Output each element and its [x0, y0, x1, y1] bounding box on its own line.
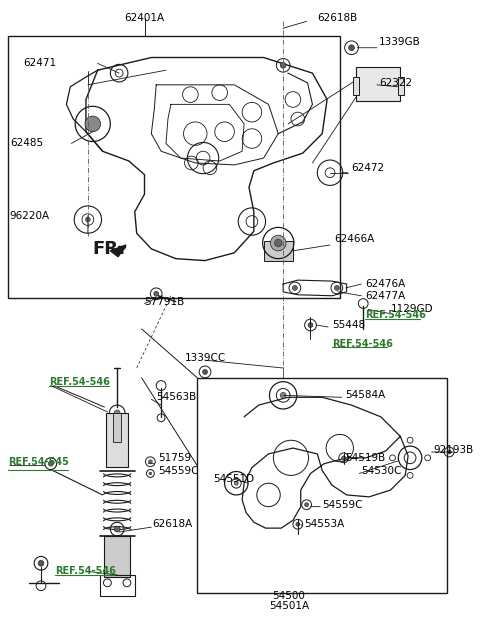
Circle shape: [234, 481, 238, 485]
Bar: [105, 536, 130, 577]
Text: 62477A: 62477A: [365, 291, 406, 301]
Text: REF.54-546: REF.54-546: [365, 310, 426, 320]
Text: 54530C: 54530C: [361, 467, 402, 477]
Text: 54551D: 54551D: [213, 474, 254, 484]
Text: 62322: 62322: [379, 78, 412, 88]
Bar: [356, 67, 400, 102]
Text: 1339CC: 1339CC: [184, 353, 226, 363]
Text: 62472: 62472: [351, 163, 384, 173]
Text: 54559C: 54559C: [158, 467, 199, 477]
Circle shape: [85, 217, 90, 222]
Text: 92193B: 92193B: [433, 445, 474, 455]
Text: 54559C: 54559C: [322, 500, 363, 509]
Text: 62466A: 62466A: [334, 234, 374, 244]
Text: 62401A: 62401A: [124, 14, 165, 24]
Text: 62471: 62471: [24, 58, 57, 68]
Text: REF.54-546: REF.54-546: [55, 566, 116, 576]
Circle shape: [342, 456, 346, 460]
Text: 62618A: 62618A: [152, 519, 192, 529]
Circle shape: [270, 235, 286, 251]
Text: 62476A: 62476A: [365, 279, 406, 289]
Circle shape: [149, 472, 152, 475]
Bar: [353, 77, 360, 95]
Text: 1129GD: 1129GD: [391, 305, 433, 314]
Circle shape: [305, 503, 309, 506]
Circle shape: [114, 410, 120, 416]
Text: 54500: 54500: [273, 592, 305, 602]
Circle shape: [280, 63, 286, 68]
Text: 1339GB: 1339GB: [379, 37, 420, 47]
Text: 54553A: 54553A: [305, 519, 345, 529]
Circle shape: [348, 45, 354, 51]
Circle shape: [38, 560, 44, 566]
Circle shape: [203, 370, 207, 374]
Bar: [197, 378, 447, 592]
Text: 62485: 62485: [10, 139, 43, 149]
Text: 96220A: 96220A: [10, 210, 50, 221]
Circle shape: [280, 392, 286, 398]
Circle shape: [275, 239, 282, 247]
Bar: [8, 36, 340, 298]
Circle shape: [308, 322, 313, 327]
Text: 54501A: 54501A: [269, 601, 309, 611]
Text: 62618B: 62618B: [317, 14, 358, 24]
Bar: [264, 241, 293, 261]
Polygon shape: [110, 245, 126, 257]
Bar: [113, 413, 121, 442]
Circle shape: [447, 450, 451, 454]
Text: 54563B: 54563B: [156, 392, 196, 402]
Bar: [99, 575, 135, 597]
Text: 54519B: 54519B: [346, 453, 386, 463]
Text: FR.: FR.: [93, 240, 126, 258]
Circle shape: [335, 285, 339, 290]
Text: 55448: 55448: [332, 320, 365, 330]
Text: 51759: 51759: [158, 453, 192, 463]
Circle shape: [154, 292, 159, 297]
Text: REF.54-545: REF.54-545: [8, 457, 69, 467]
Circle shape: [296, 522, 300, 526]
Circle shape: [114, 526, 120, 532]
Bar: [107, 413, 128, 467]
Text: 54584A: 54584A: [346, 391, 386, 400]
Text: REF.54-546: REF.54-546: [332, 339, 393, 348]
Circle shape: [48, 461, 53, 466]
Circle shape: [85, 116, 101, 132]
Circle shape: [292, 285, 297, 290]
Bar: [398, 77, 404, 95]
Circle shape: [148, 460, 152, 464]
Text: 57791B: 57791B: [144, 297, 185, 306]
Text: REF.54-546: REF.54-546: [49, 377, 110, 387]
